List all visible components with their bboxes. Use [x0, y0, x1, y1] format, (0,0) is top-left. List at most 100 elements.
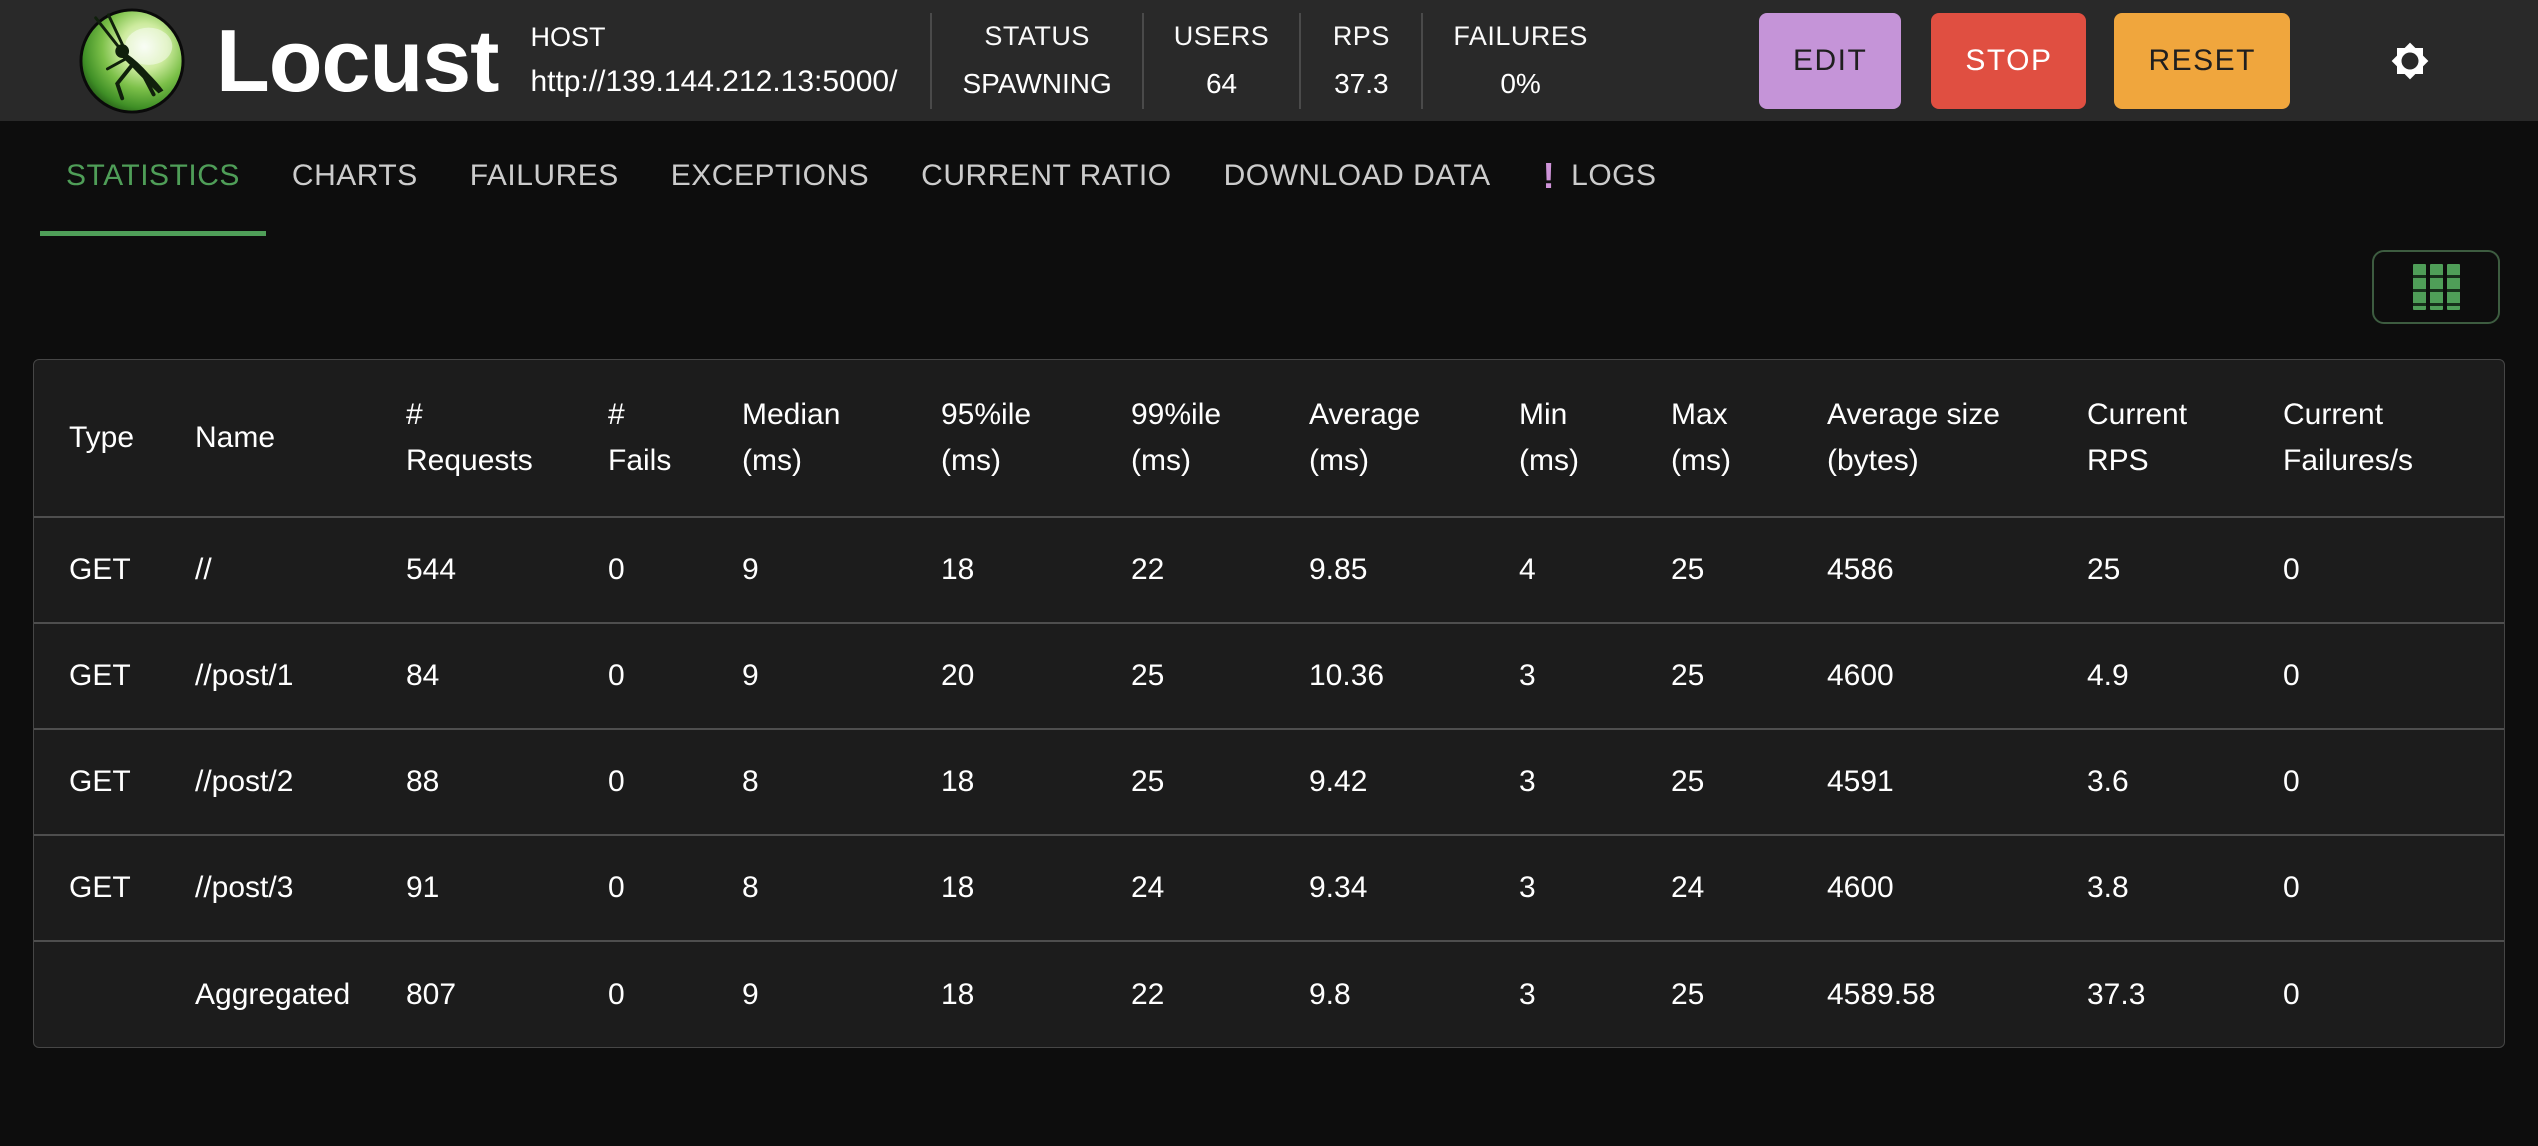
cell: 91 — [406, 834, 608, 941]
cell: 4586 — [1827, 516, 2087, 623]
cell: 24 — [1671, 834, 1827, 941]
cell: 4 — [1519, 516, 1671, 623]
cell: 8 — [742, 728, 941, 835]
view-columns-icon — [2412, 264, 2460, 310]
divider — [1421, 12, 1424, 109]
stat-rps: RPS 37.3 — [1301, 21, 1421, 100]
cell: //post/1 — [195, 622, 406, 729]
stat-value: SPAWNING — [962, 68, 1112, 99]
cell: 3 — [1519, 940, 1671, 1047]
col-header-type[interactable]: Type — [69, 421, 135, 454]
tab-logs[interactable]: ! LOGS — [1517, 121, 1683, 236]
cell: // — [195, 516, 406, 623]
cell: 20 — [941, 622, 1131, 729]
cell: 84 — [406, 622, 608, 729]
cell: 18 — [941, 940, 1131, 1047]
edit-button[interactable]: EDIT — [1758, 12, 1902, 109]
col-header-max[interactable]: Max (ms) — [1671, 398, 1731, 477]
cell: 3 — [1519, 622, 1671, 729]
col-header-current-rps[interactable]: Current RPS — [2087, 398, 2188, 477]
cell: 0 — [2283, 834, 2504, 941]
cell: 0 — [2283, 728, 2504, 835]
col-header-current-failures[interactable]: Current Failures/s — [2283, 398, 2414, 477]
cell: 18 — [941, 728, 1131, 835]
tab-current-ratio[interactable]: CURRENT RATIO — [921, 159, 1172, 192]
cell: 4600 — [1827, 834, 2087, 941]
col-header-name[interactable]: Name — [195, 421, 276, 454]
cell: 9.42 — [1309, 728, 1519, 835]
cell: 25 — [1671, 940, 1827, 1047]
cell: 0 — [608, 516, 742, 623]
cell: 0 — [608, 940, 742, 1047]
cell: 0 — [608, 728, 742, 835]
cell: 22 — [1131, 516, 1309, 623]
col-header-avg-size[interactable]: Average size (bytes) — [1827, 398, 2000, 477]
column-settings-button[interactable] — [2372, 250, 2500, 324]
stat-status: STATUS SPAWNING — [932, 21, 1141, 100]
host-url: http://139.144.212.13:5000/ — [530, 65, 898, 98]
table-row: GET //post/3 91 0 8 18 24 9.34 3 24 4600… — [34, 834, 2504, 941]
stat-users: USERS 64 — [1144, 21, 1300, 100]
settings-gear-icon[interactable] — [2386, 37, 2434, 85]
cell: 3.8 — [2087, 834, 2283, 941]
stat-value: 0% — [1500, 68, 1541, 99]
cell: 25 — [1131, 622, 1309, 729]
cell: 22 — [1131, 940, 1309, 1047]
host-info: HOST http://139.144.212.13:5000/ — [530, 22, 930, 99]
app-header: Locust HOST http://139.144.212.13:5000/ … — [0, 0, 2538, 121]
col-header-requests[interactable]: # Requests — [406, 398, 533, 477]
cell: 25 — [1131, 728, 1309, 835]
divider — [930, 12, 933, 109]
col-header-average[interactable]: Average (ms) — [1309, 398, 1421, 477]
stop-button[interactable]: STOP — [1931, 12, 2087, 109]
cell: 9 — [742, 516, 941, 623]
col-header-min[interactable]: Min (ms) — [1519, 398, 1579, 477]
tab-statistics[interactable]: STATISTICS — [40, 121, 266, 236]
col-header-99ile[interactable]: 99%ile (ms) — [1131, 398, 1222, 477]
cell: 10.36 — [1309, 622, 1519, 729]
cell: GET — [34, 622, 195, 729]
stat-label: FAILURES — [1453, 21, 1588, 51]
col-header-fails[interactable]: # Fails — [608, 398, 672, 477]
cell: GET — [34, 516, 195, 623]
table-row: GET //post/2 88 0 8 18 25 9.42 3 25 4591… — [34, 728, 2504, 835]
cell — [34, 940, 195, 1047]
cell: 25 — [1671, 728, 1827, 835]
cell: 0 — [608, 834, 742, 941]
tab-failures[interactable]: FAILURES — [469, 159, 619, 192]
cell: 4600 — [1827, 622, 2087, 729]
table-header-row: Type Name # Requests # Fails Median (ms) 95… — [34, 360, 2504, 517]
cell: 25 — [1671, 516, 1827, 623]
cell: 0 — [2283, 516, 2504, 623]
cell: GET — [34, 834, 195, 941]
cell: Aggregated — [195, 940, 406, 1047]
table-row: GET // 544 0 9 18 22 9.85 4 25 4586 25 0 — [34, 516, 2504, 623]
cell: 4591 — [1827, 728, 2087, 835]
stat-failures: FAILURES 0% — [1423, 21, 1618, 100]
cell: 3.6 — [2087, 728, 2283, 835]
cell: 9.8 — [1309, 940, 1519, 1047]
reset-button[interactable]: RESET — [2114, 12, 2290, 109]
logs-alert-badge-icon: ! — [1542, 155, 1556, 196]
app-title: Locust — [216, 10, 499, 110]
col-header-95ile[interactable]: 95%ile (ms) — [941, 398, 1032, 477]
cell: 0 — [2283, 940, 2504, 1047]
cell: 24 — [1131, 834, 1309, 941]
divider — [1299, 12, 1302, 109]
tab-download-data[interactable]: DOWNLOAD DATA — [1223, 159, 1491, 192]
cell: //post/3 — [195, 834, 406, 941]
col-header-median[interactable]: Median (ms) — [742, 398, 841, 477]
cell: //post/2 — [195, 728, 406, 835]
cell: 544 — [406, 516, 608, 623]
tab-charts[interactable]: CHARTS — [291, 159, 418, 192]
stat-value: 37.3 — [1334, 68, 1389, 99]
cell: GET — [34, 728, 195, 835]
cell: 9 — [742, 940, 941, 1047]
stat-value: 64 — [1205, 68, 1238, 99]
stat-label: RPS — [1332, 21, 1390, 51]
cell: 9 — [742, 622, 941, 729]
cell: 9.85 — [1309, 516, 1519, 623]
tab-exceptions[interactable]: EXCEPTIONS — [670, 159, 870, 192]
cell: 3 — [1519, 834, 1671, 941]
header-stats: STATUS SPAWNING USERS 64 RPS 37.3 FAILUR… — [930, 0, 1617, 121]
